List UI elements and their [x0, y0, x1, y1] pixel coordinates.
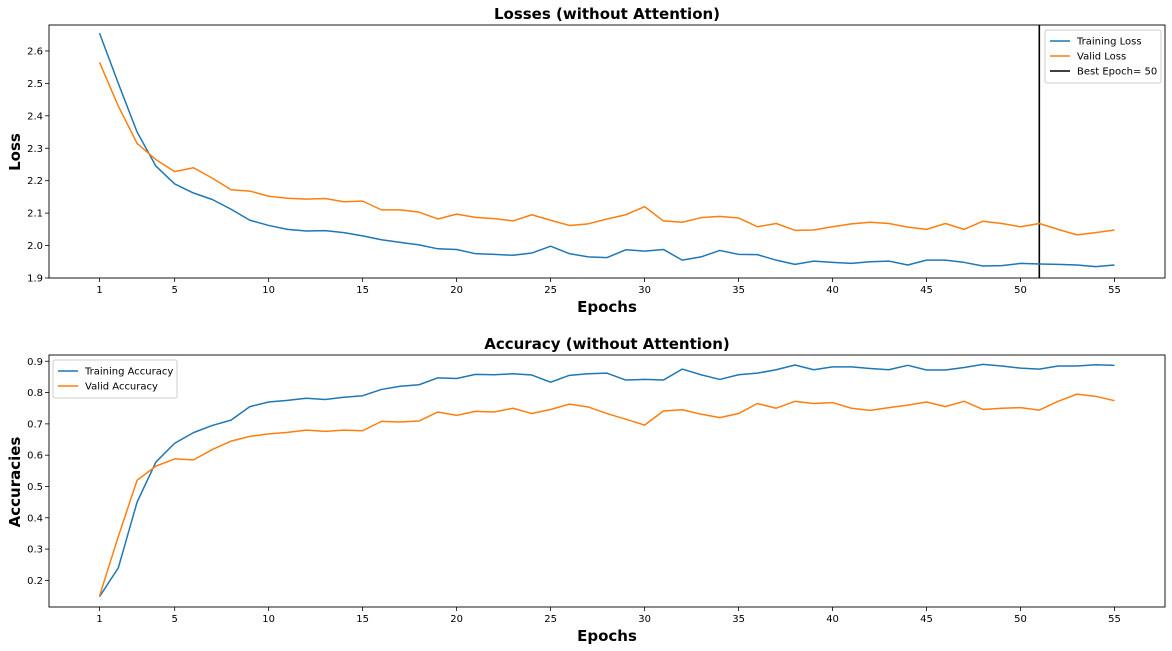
accuracy-series-training-accuracy-line — [98, 363, 1115, 598]
loss-series-training-loss-line — [98, 32, 1115, 268]
loss-y-tick-label: 2.2 — [27, 176, 43, 187]
accuracy-x-tick-label: 35 — [732, 614, 745, 625]
accuracy-y-tick-label: 0.7 — [27, 419, 43, 430]
accuracy-x-tick-label: 25 — [544, 614, 557, 625]
loss-y-tick-label: 2.3 — [27, 144, 43, 155]
accuracy-chart: Accuracy (without Attention) Epochs Accu… — [6, 335, 1166, 645]
loss-x-tick-label: 30 — [638, 285, 651, 296]
accuracy-legend-label: Training Accuracy — [84, 367, 173, 378]
loss-chart-xlabel: Epochs — [577, 298, 637, 316]
loss-x-tick-label: 25 — [544, 285, 557, 296]
accuracy-x-tick-label: 55 — [1108, 614, 1121, 625]
accuracy-legend-box — [52, 359, 178, 399]
accuracy-x-tick-label: 5 — [171, 614, 177, 625]
loss-x-tick-label: 55 — [1108, 285, 1121, 296]
loss-y-tick-label: 2.5 — [27, 79, 43, 90]
loss-y-tick-label: 2.4 — [27, 111, 43, 122]
accuracy-y-tick-label: 0.2 — [27, 576, 43, 587]
accuracy-series-valid-accuracy-line — [98, 393, 1115, 597]
accuracy-y-tick-label: 0.6 — [27, 451, 43, 462]
accuracy-y-tick-label: 0.9 — [27, 357, 43, 368]
accuracy-y-tick-label: 0.8 — [27, 388, 43, 399]
loss-chart-title: Losses (without Attention) — [494, 5, 720, 23]
accuracy-x-tick-label: 20 — [450, 614, 463, 625]
loss-legend-label: Best Epoch= 50 — [1077, 67, 1157, 78]
loss-legend-label: Training Loss — [1076, 37, 1142, 48]
loss-series-valid-loss-line — [98, 62, 1115, 236]
loss-y-tick-label: 2.0 — [27, 241, 43, 252]
accuracy-x-tick-label: 15 — [356, 614, 369, 625]
loss-chart: Losses (without Attention) Epochs Loss 1… — [6, 5, 1166, 316]
loss-x-tick-label: 35 — [732, 285, 745, 296]
loss-x-tick-label: 50 — [1014, 285, 1027, 296]
loss-x-tick-label: 20 — [450, 285, 463, 296]
loss-x-tick-label: 1 — [96, 285, 102, 296]
loss-plot-frame — [48, 24, 1166, 279]
loss-chart-ylabel: Loss — [6, 133, 24, 171]
accuracy-x-tick-label: 1 — [96, 614, 102, 625]
accuracy-x-tick-label: 40 — [826, 614, 839, 625]
loss-legend-label: Valid Loss — [1077, 52, 1126, 63]
accuracy-x-tick-label: 30 — [638, 614, 651, 625]
loss-y-tick-label: 2.6 — [27, 46, 43, 57]
loss-y-tick-label: 1.9 — [27, 274, 43, 285]
accuracy-x-tick-label: 45 — [920, 614, 933, 625]
accuracy-plot-frame — [48, 354, 1166, 608]
accuracy-y-tick-label: 0.4 — [27, 513, 43, 524]
loss-x-tick-label: 40 — [826, 285, 839, 296]
loss-x-tick-label: 45 — [920, 285, 933, 296]
accuracy-x-tick-label: 50 — [1014, 614, 1027, 625]
accuracy-legend-label: Valid Accuracy — [85, 382, 158, 393]
accuracy-y-tick-label: 0.5 — [27, 482, 43, 493]
accuracy-x-tick-label: 10 — [262, 614, 275, 625]
loss-x-tick-label: 10 — [262, 285, 275, 296]
accuracy-chart-xlabel: Epochs — [577, 627, 637, 645]
accuracy-chart-ylabel: Accuracies — [6, 437, 24, 528]
loss-legend: Training Loss Valid Loss Best Epoch= 50 — [1044, 29, 1162, 84]
loss-x-tick-label: 15 — [356, 285, 369, 296]
accuracy-legend: Training Accuracy Valid Accuracy — [52, 359, 178, 399]
loss-y-tick-label: 2.1 — [27, 209, 43, 220]
loss-plot-area: 1 5 10 15 20 25 30 35 40 45 50 551.92.02.12.22.32.4… — [27, 24, 1166, 296]
accuracy-plot-area: 1 5 10 15 20 25 30 35 40 45 50 550.20.30.40.50.60.7… — [27, 354, 1166, 625]
loss-legend-box — [1044, 29, 1162, 84]
accuracy-chart-title: Accuracy (without Attention) — [484, 335, 730, 353]
accuracy-y-tick-label: 0.3 — [27, 545, 43, 556]
loss-x-tick-label: 5 — [171, 285, 177, 296]
